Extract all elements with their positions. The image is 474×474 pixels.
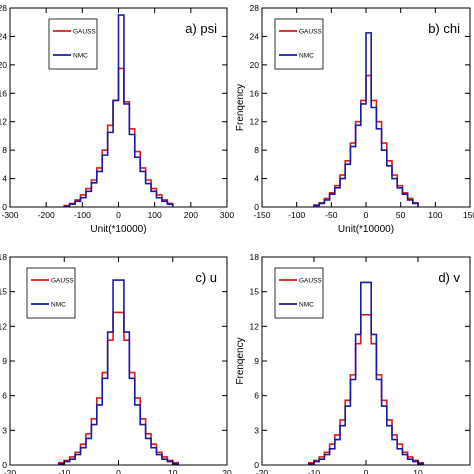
x-tick-label: 0 [364,468,369,474]
x-tick-label: 300 [220,210,234,220]
y-tick-label: 0 [2,202,7,212]
y-tick-label: 6 [254,391,259,401]
y-tick-label: 28 [250,3,260,13]
series-gauss-outline [58,311,179,465]
y-tick-label: 24 [250,31,260,41]
y-tick-label: 4 [2,174,7,184]
x-tick-label: -10 [58,468,71,474]
legend: GAUSS NMC [274,18,324,70]
panel-1: -300 -200 -100 0 100 200 300 0 4 8 12 16 20 24 28 Unit(… [0,3,234,235]
y-tick-label: 16 [250,88,260,98]
legend-box [274,18,324,70]
y-tick-label: 6 [2,391,7,401]
x-tick-label: -50 [325,210,338,220]
y-tick-label: 8 [2,145,7,155]
x-tick-label: -10 [308,468,321,474]
x-tick-label: 50 [396,210,406,220]
plot-area [313,32,419,207]
y-axis-label: Frenqency [235,84,246,131]
y-tick-label: 12 [0,117,7,127]
plot-area [308,281,424,465]
x-tick-label: 20 [222,468,232,474]
x-tick-label: 100 [148,210,162,220]
y-tick-label: 15 [0,287,7,297]
x-tick-label: -100 [288,210,305,220]
x-tick-label: -100 [74,210,91,220]
legend: GAUSS NMC [48,18,98,70]
series-gauss-outline [308,313,424,465]
x-tick-label: 100 [428,210,442,220]
x-tick-label: 10 [168,468,178,474]
x-tick-label: 0 [116,210,121,220]
y-tick-label: 18 [250,252,260,262]
y-tick-label: 16 [0,88,7,98]
y-tick-label: 15 [250,287,260,297]
legend-label-gauss: GAUSS [73,29,96,36]
series-nmc-outline [63,14,174,207]
panel-label: c) u [195,270,217,285]
legend: GAUSS NMC [274,267,324,319]
legend-box [26,267,76,319]
y-tick-label: 20 [0,60,7,70]
legend: GAUSS NMC [26,267,76,319]
legend-label-nmc: NMC [299,53,314,60]
panel-4: -20 -10 0 10 0 3 6 9 12 15 18 Frenqency d) v GAUSS NMC [235,252,471,474]
x-axis-label: Unit(*10000) [90,224,146,235]
x-tick-label: -20 [256,468,269,474]
panel-label: d) v [438,270,460,285]
y-tick-label: 18 [0,252,7,262]
series-nmc-outline [308,281,424,465]
y-tick-label: 12 [250,117,260,127]
x-tick-label: -300 [1,210,18,220]
legend-label-nmc: NMC [51,302,66,309]
x-tick-label: 10 [413,468,423,474]
y-tick-label: 8 [254,145,259,155]
x-tick-label: -20 [4,468,17,474]
y-axis-label: Frenqency [235,337,246,384]
y-tick-label: 28 [0,3,7,13]
y-tick-label: 9 [254,356,259,366]
y-tick-label: 3 [2,425,7,435]
panel-3: -20 -10 0 10 20 0 3 6 9 12 15 18 c) u GAUSS NMC [0,252,232,474]
legend-label-nmc: NMC [299,302,314,309]
x-tick-label: 0 [116,468,121,474]
y-tick-label: 0 [2,460,7,470]
x-tick-label: -200 [38,210,55,220]
legend-label-gauss: GAUSS [299,29,322,36]
panel-label: a) psi [185,21,217,36]
y-tick-label: 0 [254,460,259,470]
y-tick-label: 20 [250,60,260,70]
y-tick-label: 24 [0,31,7,41]
plot-area [58,279,179,465]
legend-label-gauss: GAUSS [51,278,74,285]
legend-label-gauss: GAUSS [299,278,322,285]
x-tick-label: 200 [184,210,198,220]
y-tick-label: 0 [254,202,259,212]
panel-2: -150 -100 -50 0 50 100 150 0 4 8 12 16 20 24 28 Unit(*1… [235,3,474,235]
x-tick-label: 150 [463,210,474,220]
plot-area [63,14,174,207]
legend-box [48,18,98,70]
panel-label: b) chi [428,21,460,36]
x-tick-label: -150 [253,210,270,220]
series-nmc-outline [313,32,419,207]
y-tick-label: 3 [254,425,259,435]
y-tick-label: 9 [2,356,7,366]
y-tick-label: 4 [254,174,259,184]
y-tick-label: 12 [0,321,7,331]
x-axis-label: Unit(*10000) [338,224,394,235]
series-nmc-outline [58,279,179,465]
legend-label-nmc: NMC [73,53,88,60]
legend-box [274,267,324,319]
x-tick-label: 0 [364,210,369,220]
y-tick-label: 12 [250,321,260,331]
